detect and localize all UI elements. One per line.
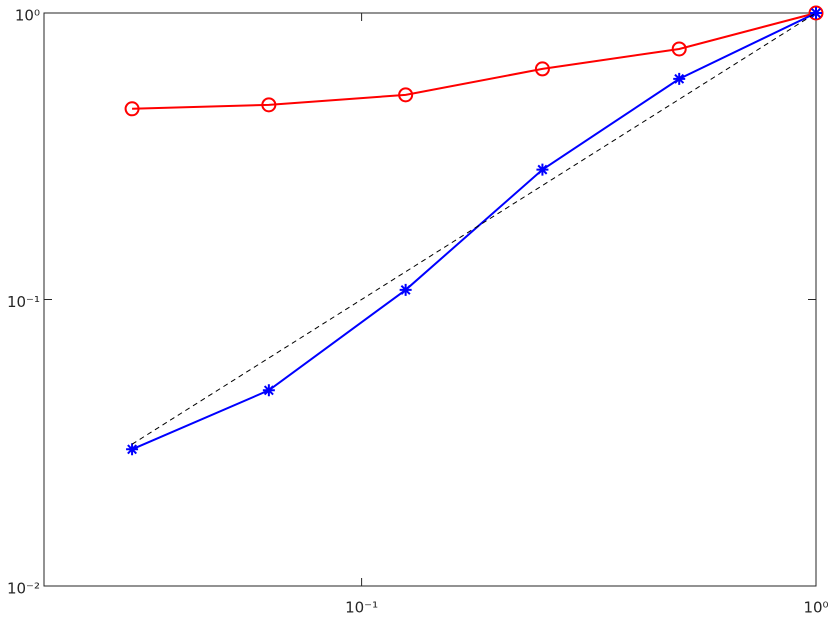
- y-tick-label: 10⁰: [15, 7, 40, 25]
- asterisk-marker: [399, 283, 412, 296]
- y-tick-label: 10⁻²: [7, 580, 40, 598]
- x-tick-label: 10⁻¹: [345, 599, 378, 617]
- plot-frame: [43, 12, 817, 587]
- asterisk-marker: [810, 7, 822, 19]
- asterisk-marker: [126, 443, 139, 456]
- series-line: [132, 12, 817, 110]
- asterisk-marker: [262, 384, 275, 397]
- circle-marker: [261, 97, 277, 113]
- circle-marker: [398, 87, 414, 103]
- asterisk-marker: [536, 163, 549, 176]
- asterisk-marker: [673, 72, 686, 85]
- series-line: [131, 12, 817, 451]
- circle-marker: [808, 5, 824, 21]
- circle-marker: [534, 61, 550, 77]
- y-tick-label: 10⁻¹: [7, 293, 40, 311]
- circle-marker: [671, 41, 687, 57]
- x-tick-label: 10⁰: [803, 599, 828, 617]
- circle-marker: [124, 101, 140, 117]
